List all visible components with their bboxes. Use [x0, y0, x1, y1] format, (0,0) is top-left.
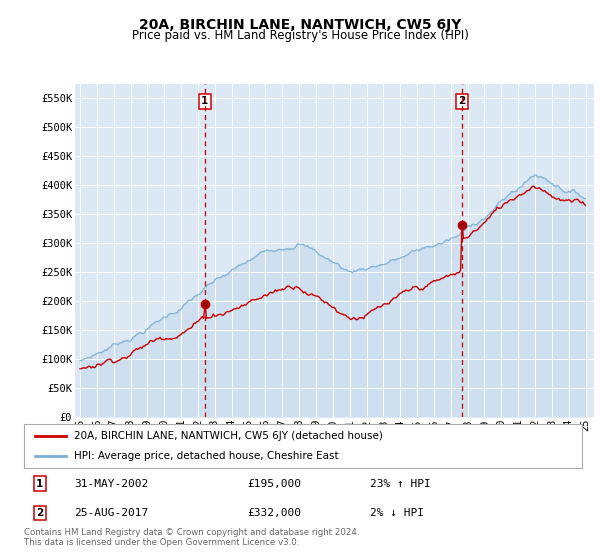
- Text: £332,000: £332,000: [247, 508, 301, 518]
- Text: Price paid vs. HM Land Registry's House Price Index (HPI): Price paid vs. HM Land Registry's House …: [131, 29, 469, 42]
- Text: 2: 2: [458, 96, 466, 106]
- Text: 20A, BIRCHIN LANE, NANTWICH, CW5 6JY (detached house): 20A, BIRCHIN LANE, NANTWICH, CW5 6JY (de…: [74, 431, 383, 441]
- Text: Contains HM Land Registry data © Crown copyright and database right 2024.
This d: Contains HM Land Registry data © Crown c…: [24, 528, 359, 547]
- Text: 1: 1: [201, 96, 209, 106]
- Text: £195,000: £195,000: [247, 479, 301, 489]
- Text: 2: 2: [36, 508, 43, 518]
- Text: 1: 1: [36, 479, 43, 489]
- Text: HPI: Average price, detached house, Cheshire East: HPI: Average price, detached house, Ches…: [74, 451, 339, 461]
- Text: 25-AUG-2017: 25-AUG-2017: [74, 508, 148, 518]
- Text: 31-MAY-2002: 31-MAY-2002: [74, 479, 148, 489]
- Text: 20A, BIRCHIN LANE, NANTWICH, CW5 6JY: 20A, BIRCHIN LANE, NANTWICH, CW5 6JY: [139, 18, 461, 32]
- Text: 2% ↓ HPI: 2% ↓ HPI: [370, 508, 424, 518]
- Text: 23% ↑ HPI: 23% ↑ HPI: [370, 479, 431, 489]
